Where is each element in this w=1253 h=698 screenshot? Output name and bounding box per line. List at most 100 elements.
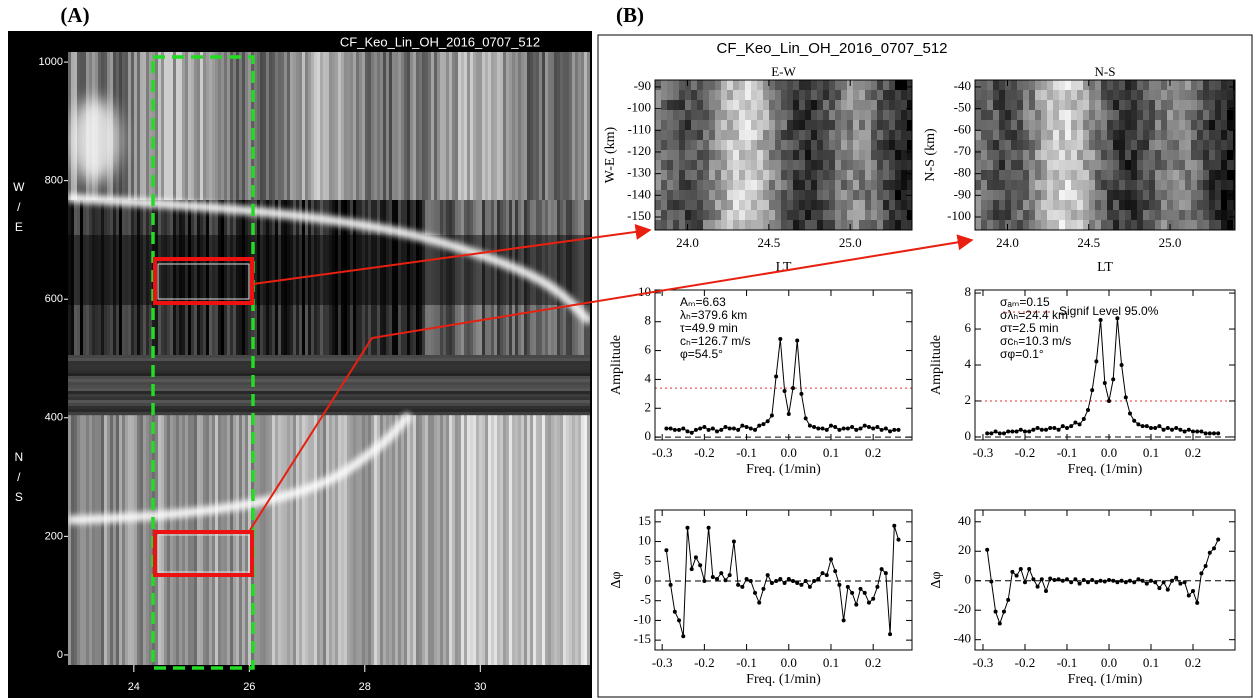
image-cell [1185,190,1192,201]
image-column [419,415,423,665]
image-column [518,52,522,200]
image-cell [1137,150,1144,161]
data-point [774,374,779,379]
image-cell [1023,150,1030,161]
image-cell [1005,140,1012,151]
image-column [263,200,267,355]
image-cell [1125,190,1132,201]
data-point [1014,429,1019,434]
image-cell [1113,210,1120,221]
image-cell [847,110,854,121]
image-cell [751,190,758,201]
image-column [374,415,378,665]
image-column [212,52,216,200]
image-cell [1035,170,1042,181]
y-tick-label: -110 [628,121,651,136]
image-cell [781,190,788,201]
image-cell [1143,120,1150,131]
image-cell [1095,150,1102,161]
image-cell [859,220,866,231]
data-point [854,602,859,607]
data-point [1115,316,1120,321]
image-column [329,52,333,200]
image-column [560,415,564,665]
image-cell [853,130,860,141]
image-cell [1083,200,1090,211]
image-row [68,376,590,380]
data-point [850,590,855,595]
image-column [185,200,189,355]
image-row [68,397,590,401]
image-cell [1029,80,1036,91]
image-cell [727,130,734,141]
image-column [509,415,513,665]
image-cell [999,180,1006,191]
image-cell [1047,200,1054,211]
image-cell [1053,150,1060,161]
image-column [530,415,534,665]
data-point [985,547,990,552]
image-column [395,415,399,665]
image-column [197,200,201,355]
image-cell [975,130,982,141]
image-cell [1227,200,1234,211]
image-cell [1005,130,1012,141]
image-column [272,52,276,200]
image-cell [1047,170,1054,181]
image-cell [1065,220,1072,231]
image-cell [1011,160,1018,171]
image-cell [1233,210,1236,221]
image-cell [721,80,728,91]
image-cell [841,180,848,191]
image-column [407,415,411,665]
image-row [68,382,590,386]
image-row [68,361,590,365]
image-column [416,52,420,200]
image-cell [859,140,866,151]
image-column [455,52,459,200]
data-point [896,427,901,432]
image-cell [1089,140,1096,151]
data-point [892,523,897,528]
x-axis-label: Freq. (1/min) [746,462,821,477]
image-column [548,415,552,665]
image-cell [829,170,836,181]
image-cell [1005,210,1012,221]
data-point [753,590,758,595]
image-cell [865,220,872,231]
image-cell [1023,170,1030,181]
image-cell [757,100,764,111]
image-column [425,200,429,355]
data-point [1186,427,1191,432]
image-column [242,52,246,200]
image-cell [1179,220,1186,231]
image-column [479,415,483,665]
image-cell [763,90,770,101]
y-axis-label: W-E (km) [603,126,618,183]
image-column [188,415,192,665]
image-cell [1095,120,1102,131]
image-cell [1023,130,1030,141]
image-cell [975,220,982,231]
image-cell [1101,190,1108,201]
image-cell [853,220,860,231]
image-cell [1089,210,1096,221]
image-cell [871,210,878,221]
image-column [548,52,552,200]
annotation: σcₕ=10.3 m/s [1000,334,1071,348]
image-column [314,52,318,200]
image-cell [1167,100,1174,111]
image-cell [1023,140,1030,151]
image-cell [1095,220,1102,231]
image-cell [739,130,746,141]
image-cell [1053,140,1060,151]
image-column [302,415,306,665]
image-column [143,415,147,665]
x-tick-label: -0.2 [694,445,715,460]
image-cell [877,180,884,191]
x-tick-label: 0.1 [823,445,839,460]
image-cell [787,160,794,171]
image-column [155,52,159,200]
image-cell [1113,140,1120,151]
x-tick-label: 24.0 [676,235,699,250]
